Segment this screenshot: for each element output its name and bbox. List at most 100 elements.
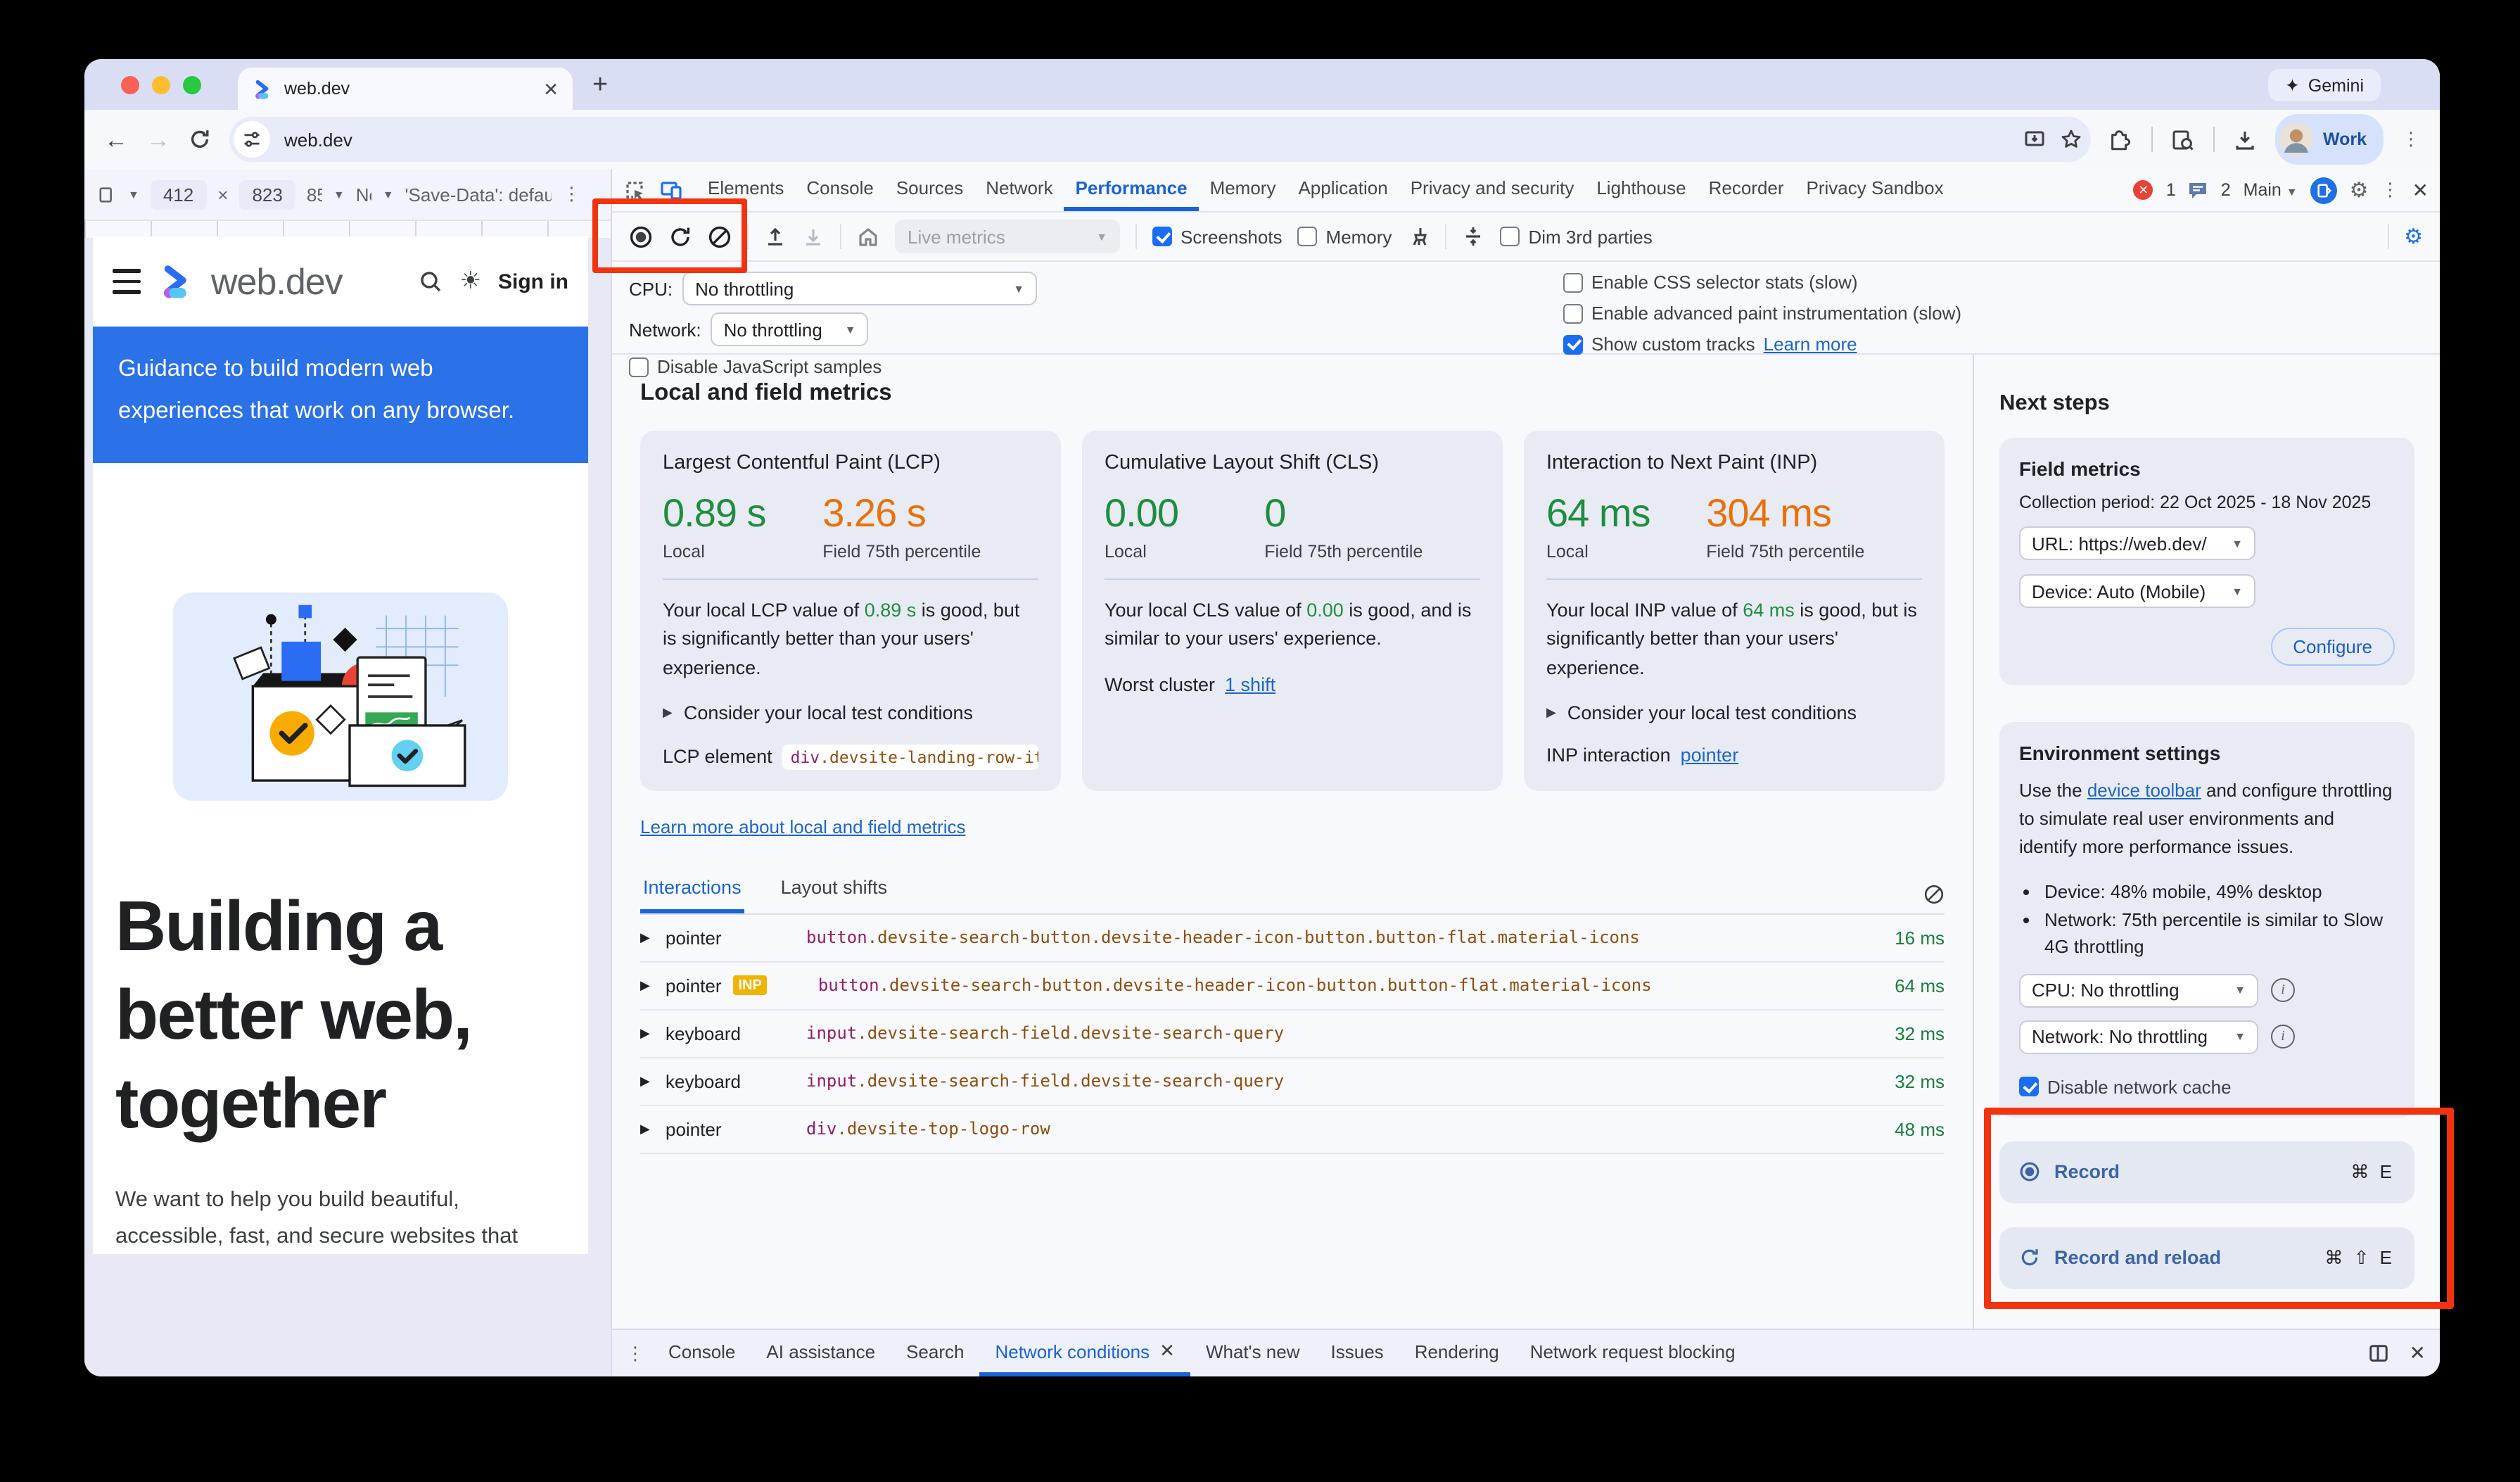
record-and-reload-button[interactable]: Record and reload ⌘ ⇧ E [1999, 1227, 2414, 1289]
viewport-height-input[interactable]: 823 [239, 179, 295, 209]
device-type-icon[interactable] [98, 185, 117, 203]
issue-count[interactable]: 2 [2220, 180, 2231, 200]
home-icon[interactable] [857, 225, 879, 248]
extensions-icon[interactable] [2109, 127, 2133, 151]
css-selector-stats-checkbox[interactable]: Enable CSS selector stats (slow) [1563, 272, 1961, 293]
tab-interactions[interactable]: Interactions [640, 877, 744, 913]
live-metrics-select[interactable]: Live metrics ▼ [895, 220, 1120, 253]
memory-checkbox[interactable]: Memory [1297, 226, 1392, 247]
tab-privacy-sandbox[interactable]: Privacy Sandbox [1806, 177, 1944, 198]
tab-privacy-security[interactable]: Privacy and security [1410, 177, 1574, 198]
tab-console[interactable]: Console [806, 177, 874, 198]
tab-lighthouse[interactable]: Lighthouse [1596, 177, 1686, 198]
env-cpu-select[interactable]: CPU: No throttling ▼ [2019, 973, 2258, 1008]
env-network-select[interactable]: Network: No throttling ▼ [2019, 1020, 2258, 1054]
lcp-test-conditions-expander[interactable]: ▶ Consider your local test conditions [663, 702, 974, 723]
clear-icon[interactable] [708, 224, 732, 248]
new-tab-button[interactable]: + [592, 70, 609, 100]
install-icon[interactable] [2023, 128, 2046, 151]
tab-application[interactable]: Application [1298, 177, 1388, 198]
learn-more-metrics-link[interactable]: Learn more about local and field metrics [640, 816, 966, 837]
worst-cluster-link[interactable]: 1 shift [1225, 673, 1276, 695]
context-select[interactable]: Main ▼ [2243, 180, 2298, 200]
devtools-menu-icon[interactable]: ⋮ [2381, 179, 2400, 200]
cpu-info-icon[interactable]: i [2271, 978, 2295, 1003]
device-toolbar-menu-icon[interactable]: ⋮ [562, 183, 581, 204]
minimize-window-button[interactable] [152, 76, 170, 94]
chevron-down-icon[interactable]: ▼ [382, 188, 394, 201]
tab-network[interactable]: Network [986, 177, 1053, 198]
inspect-element-icon[interactable] [623, 179, 646, 201]
interaction-row[interactable]: ▶ keyboard input.devsite-search-field.de… [640, 1011, 1945, 1058]
tab-performance[interactable]: Performance [1064, 169, 1199, 211]
record-icon[interactable] [629, 224, 653, 248]
zoom-window-button[interactable] [183, 76, 201, 94]
field-url-select[interactable]: URL: https://web.dev/▼ [2019, 526, 2255, 560]
expander-triangle-icon[interactable]: ▶ [640, 1025, 650, 1040]
advanced-paint-checkbox[interactable]: Enable advanced paint instrumentation (s… [1563, 303, 1961, 324]
gc-broom-icon[interactable] [1407, 225, 1430, 248]
gemini-button[interactable]: ✦ Gemini [2267, 69, 2381, 101]
zoom-select[interactable]: 85% [306, 184, 322, 205]
viewport-width-input[interactable]: 412 [150, 179, 207, 209]
devtools-settings-icon[interactable]: ⚙ [2349, 179, 2369, 203]
interaction-row[interactable]: ▶ pointer button.devsite-search-button.d… [640, 915, 1945, 963]
site-settings-icon[interactable] [234, 121, 270, 158]
disable-network-cache-checkbox[interactable]: Disable network cache [2019, 1077, 2395, 1098]
drawer-tab-close-icon[interactable]: ✕ [1159, 1340, 1175, 1361]
issues-icon[interactable] [2189, 181, 2208, 199]
toggle-device-toolbar-icon[interactable] [660, 179, 682, 201]
error-count[interactable]: 1 [2165, 180, 2176, 200]
drawer-tab-whats-new[interactable]: What's new [1205, 1341, 1300, 1362]
drawer-tab-console[interactable]: Console [668, 1341, 736, 1362]
drawer-tab-ai-assistance[interactable]: AI assistance [766, 1341, 876, 1362]
dim-3rd-parties-checkbox[interactable]: Dim 3rd parties [1500, 226, 1653, 247]
interaction-row[interactable]: ▶ pointer INP button.devsite-search-butt… [640, 963, 1945, 1011]
device-toolbar-link[interactable]: device toolbar [2087, 780, 2201, 801]
error-badge-icon[interactable]: ✕ [2133, 180, 2153, 200]
custom-tracks-learn-more-link[interactable]: Learn more [1763, 334, 1857, 355]
network-info-icon[interactable]: i [2271, 1025, 2295, 1049]
drawer-tab-rendering[interactable]: Rendering [1414, 1341, 1499, 1362]
drawer-menu-icon[interactable]: ⋮ [626, 1342, 644, 1363]
hamburger-menu-icon[interactable] [113, 269, 141, 294]
downloads-icon[interactable] [2233, 127, 2257, 151]
device-posture-icon[interactable] [2310, 177, 2337, 203]
tab-close-icon[interactable]: ✕ [543, 78, 559, 99]
tab-recorder[interactable]: Recorder [1708, 177, 1784, 198]
drawer-close-icon[interactable]: ✕ [2409, 1341, 2426, 1364]
browser-menu-icon[interactable]: ⋮ [2402, 128, 2420, 149]
back-button[interactable]: ← [104, 126, 128, 153]
search-tabs-icon[interactable] [2171, 127, 2195, 151]
close-window-button[interactable] [121, 76, 139, 94]
omnibox[interactable]: web.dev [229, 117, 2091, 162]
clear-interactions-icon[interactable] [1923, 884, 1945, 905]
field-device-select[interactable]: Device: Auto (Mobile) ▼ [2019, 574, 2255, 608]
dock-side-icon[interactable] [2369, 1343, 2390, 1364]
tab-layout-shifts[interactable]: Layout shifts [780, 876, 888, 898]
forward-button[interactable]: → [146, 126, 170, 153]
record-button[interactable]: Record ⌘ E [1999, 1141, 2414, 1203]
custom-tracks-checkbox[interactable]: Show custom tracks Learn more [1563, 334, 1961, 355]
inp-interaction-link[interactable]: pointer [1680, 744, 1739, 766]
interaction-row[interactable]: ▶ keyboard input.devsite-search-field.de… [640, 1058, 1945, 1106]
theme-toggle-icon[interactable]: ☀ [459, 267, 482, 294]
bookmark-star-icon[interactable] [2060, 128, 2082, 151]
tab-elements[interactable]: Elements [708, 177, 784, 198]
url-text[interactable]: web.dev [284, 129, 352, 150]
chevron-down-icon[interactable]: ▼ [128, 188, 139, 201]
throttling-select[interactable]: No throttling [355, 184, 371, 205]
drawer-tab-network-conditions[interactable]: Network conditions ✕ [979, 1330, 1190, 1376]
configure-button[interactable]: Configure [2270, 628, 2395, 666]
expander-triangle-icon[interactable]: ▶ [640, 1121, 650, 1136]
collapse-tracks-icon[interactable] [1462, 225, 1484, 248]
inp-test-conditions-expander[interactable]: ▶ Consider your local test conditions [1546, 702, 1857, 723]
site-search-icon[interactable] [418, 269, 443, 294]
devtools-close-icon[interactable]: ✕ [2412, 178, 2429, 201]
sign-in-button[interactable]: Sign in [498, 270, 568, 293]
reload-button[interactable] [189, 128, 211, 151]
save-profile-icon[interactable] [802, 225, 825, 248]
expander-triangle-icon[interactable]: ▶ [640, 930, 650, 944]
record-reload-icon[interactable] [668, 224, 692, 248]
drawer-tab-search[interactable]: Search [906, 1341, 965, 1362]
